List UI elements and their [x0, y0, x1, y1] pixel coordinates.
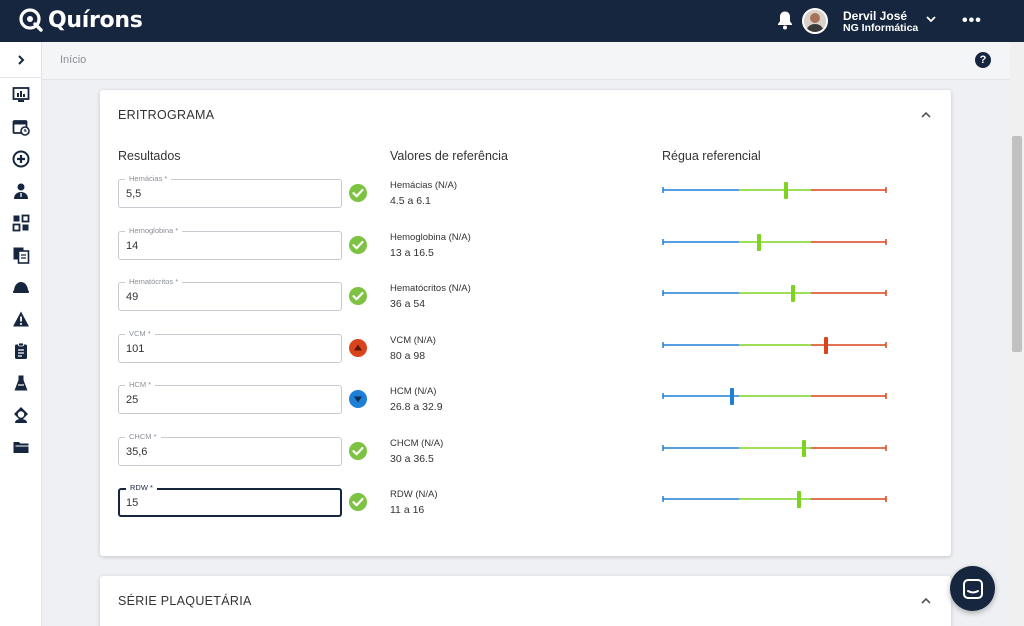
ruler-marker [791, 285, 795, 302]
results-column-header: Resultados [118, 149, 181, 163]
reference-name: Hematócritos (N/A) [390, 283, 471, 294]
user-organization[interactable]: NG Informática [843, 22, 919, 34]
eritrograma-card: ERITROGRAMA Resultados Valores de referê… [100, 90, 951, 556]
reference-ruler [662, 182, 887, 199]
chevron-right-icon [18, 54, 25, 65]
avatar-photo-icon [804, 10, 826, 32]
ruler-marker [784, 182, 788, 199]
breadcrumb-home[interactable]: Início [60, 54, 87, 66]
result-input[interactable]: Hemoglobina * 14 [118, 225, 342, 260]
reference-ruler [662, 233, 887, 251]
reference-ruler [662, 439, 887, 457]
reference-range: 26.8 a 32.9 [390, 401, 443, 413]
reference-range: 80 a 98 [390, 349, 426, 362]
ruler-column-header: Régua referencial [662, 149, 761, 163]
reference-range: 11 a 16 [390, 504, 425, 516]
chat-icon [962, 578, 983, 599]
check-ok-icon [349, 235, 367, 254]
result-input-label: CHCM * [125, 431, 161, 442]
reference-range: 36 a 54 [390, 298, 426, 310]
notifications-bell-icon[interactable] [776, 10, 794, 30]
reference-ruler [662, 336, 887, 354]
check-ok-icon [349, 184, 367, 202]
calendar-clock-icon[interactable] [12, 118, 30, 136]
result-input-label: Hematócritos * [125, 277, 183, 287]
sidebar-expand-button[interactable] [0, 42, 42, 78]
serie-plaquetaria-card: SÉRIE PLAQUETÁRIA [100, 576, 951, 626]
result-input[interactable]: CHCM * 35,6 [118, 431, 342, 466]
ruler-marker [757, 233, 761, 251]
result-input-label: RDW * [126, 483, 157, 493]
user-avatar[interactable] [802, 8, 828, 34]
result-input[interactable]: RDW * 15 [118, 483, 342, 517]
doctor-icon[interactable] [12, 182, 30, 200]
card-title: ERITROGRAMA [118, 108, 215, 122]
puzzle-icon[interactable] [12, 214, 30, 232]
check-ok-icon [349, 441, 367, 460]
page-scrollbar-thumb[interactable] [1012, 136, 1022, 352]
reference-name: VCM (N/A) [390, 334, 436, 346]
arrow-down-low-icon [349, 390, 367, 408]
reference-ruler [662, 491, 887, 508]
user-name[interactable]: Dervil José [843, 9, 908, 23]
result-input-label: Hemácias * [125, 174, 172, 184]
logo-icon [19, 8, 43, 32]
collapse-chevron-up-icon[interactable] [919, 108, 933, 122]
more-options-button[interactable]: ••• [962, 12, 982, 29]
top-bar: Quírons Dervil José NG Informática ••• [0, 0, 1024, 42]
help-icon[interactable]: ? [975, 52, 991, 68]
arrow-up-high-icon [349, 338, 367, 357]
result-input-value[interactable]: 25 [126, 394, 139, 406]
reference-column-header: Valores de referência [390, 149, 508, 163]
collapse-chevron-up-icon[interactable] [919, 594, 933, 608]
folder-icon[interactable] [12, 438, 30, 456]
plus-circle-icon[interactable] [12, 150, 30, 168]
dashboard-icon[interactable] [12, 86, 30, 104]
reference-name: RDW (N/A) [390, 489, 438, 500]
result-input-label: VCM * [125, 328, 155, 339]
ruler-marker [797, 491, 801, 508]
reference-ruler [662, 388, 887, 405]
result-input-value[interactable]: 14 [126, 239, 139, 252]
breadcrumb-bar: Início ? [42, 42, 1010, 80]
reference-range: 30 a 36.5 [390, 452, 434, 465]
reference-ruler [662, 285, 887, 302]
ruler-marker [824, 336, 828, 354]
helmet-icon[interactable] [12, 278, 30, 296]
result-input-label: HCM * [125, 380, 156, 390]
reference-range: 13 a 16.5 [390, 246, 434, 259]
logo-text: Quírons [48, 7, 143, 33]
ruler-marker [802, 439, 806, 457]
result-input-value[interactable]: 101 [126, 342, 145, 355]
result-input-value[interactable]: 49 [126, 291, 139, 303]
chevron-down-icon[interactable] [925, 13, 937, 25]
reference-name: HCM (N/A) [390, 386, 437, 397]
reference-name: Hemácias (N/A) [390, 180, 458, 191]
result-input[interactable]: Hemácias * 5,5 [118, 174, 342, 208]
chat-support-button[interactable] [950, 566, 995, 611]
nurse-icon[interactable] [12, 406, 30, 424]
sidebar [0, 42, 42, 626]
ruler-marker [730, 388, 734, 405]
reference-name: CHCM (N/A) [390, 437, 444, 449]
check-ok-icon [349, 493, 367, 511]
warning-icon[interactable] [12, 310, 30, 328]
documents-icon[interactable] [12, 246, 30, 264]
check-ok-icon [349, 287, 367, 305]
result-input-label: Hemoglobina * [125, 225, 183, 236]
flask-icon[interactable] [12, 374, 30, 392]
result-input-value[interactable]: 35,6 [126, 445, 148, 458]
clipboard-icon[interactable] [12, 342, 30, 360]
card-title: SÉRIE PLAQUETÁRIA [118, 594, 252, 608]
result-input-value[interactable]: 15 [126, 497, 139, 509]
result-input[interactable]: HCM * 25 [118, 380, 342, 414]
app-logo[interactable]: Quírons [18, 7, 143, 33]
result-input[interactable]: VCM * 101 [118, 328, 342, 363]
reference-range: 4.5 a 6.1 [390, 195, 431, 207]
result-input[interactable]: Hematócritos * 49 [118, 277, 342, 311]
reference-name: Hemoglobina (N/A) [390, 231, 471, 243]
result-input-value[interactable]: 5,5 [126, 188, 142, 200]
